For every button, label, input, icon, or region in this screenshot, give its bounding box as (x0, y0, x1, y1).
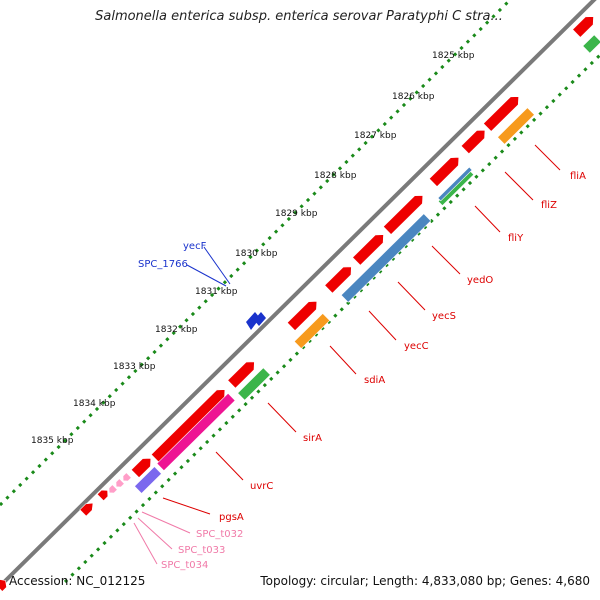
cog-pgsa (134, 466, 162, 494)
gene-label-fliy: fliY (508, 233, 524, 244)
trna-spc-t033 (115, 478, 125, 488)
leader-spc-t033 (137, 517, 173, 550)
gene-yecc (324, 266, 352, 294)
trna-spc-t034 (122, 472, 132, 482)
accession-text: Accession: NC_012125 (9, 574, 146, 588)
gene-labels: fliA fliZ fliY yedO yecS yecC sdiA sirA uvrC pgsA… (138, 171, 586, 571)
gene-label-sira: sirA (303, 433, 322, 444)
gene-label-sdia: sdiA (364, 375, 385, 386)
gene-label-yedo: yedO (467, 275, 493, 286)
dotted-rings (0, 0, 600, 584)
leader-fliz (504, 171, 534, 201)
gene-label-spc-1766: SPC_1766 (138, 259, 188, 270)
leader-spc-1766 (186, 264, 227, 287)
cog-top-right (582, 34, 600, 54)
gene-top-right (572, 16, 594, 38)
gene-label-spc-t034: SPC_t034 (161, 560, 208, 571)
leader-spc-t032 (141, 511, 191, 534)
cog-fliy-blue (437, 166, 473, 202)
gene-label-spc-t033: SPC_t033 (178, 545, 225, 556)
cog-yeds-yecc (340, 213, 432, 303)
gene-uvrc (150, 389, 226, 463)
tick-label-1830-kbp: 1830 kbp (235, 249, 278, 259)
topology-summary: Topology: circular; Length: 4,833,080 bp… (260, 574, 590, 588)
tick-label-1835-kbp: 1835 kbp (31, 436, 74, 446)
gene-yedo (382, 195, 424, 235)
tick-label-1833-kbp: 1833 kbp (113, 362, 156, 372)
gene-label-fliz: fliZ (541, 200, 557, 211)
map-title: Salmonella enterica subsp. enterica sero… (95, 9, 503, 24)
gene-yecf-spc1766 (246, 312, 266, 330)
tick-label-1826-kbp: 1826 kbp (392, 92, 435, 102)
gene-track (0, 16, 600, 592)
gene-bottom-left (0, 579, 7, 592)
trna-spc-t032 (108, 484, 118, 494)
cog-flia (497, 107, 535, 145)
gene-label-spc-t032: SPC_t032 (196, 529, 243, 540)
gene-small-1 (79, 502, 94, 517)
tick-label-1827-kbp: 1827 kbp (354, 131, 397, 141)
leader-flia (534, 144, 561, 171)
scale-ticks: 1825 kbp 1826 kbp 1827 kbp 1828 kbp 1829 kbp… (31, 51, 475, 446)
gene-small-2 (96, 489, 109, 502)
tick-label-1831-kbp: 1831 kbp (195, 287, 238, 297)
leader-yecs (397, 281, 426, 311)
gene-pgsa (130, 457, 152, 479)
backbone (0, 0, 597, 588)
gene-fliz (460, 129, 486, 155)
leader-yecf (203, 246, 231, 285)
gene-label-yecf: yecF (183, 241, 207, 252)
leader-sdia (329, 345, 357, 375)
gene-sira (227, 361, 255, 389)
label-leaders (133, 144, 561, 565)
tick-label-1828-kbp: 1828 kbp (314, 171, 357, 181)
gene-flia (483, 96, 519, 132)
gene-sdia (286, 301, 318, 331)
gene-label-flia: fliA (570, 171, 586, 182)
leader-pgsa (162, 497, 211, 515)
gene-fliy (428, 157, 460, 187)
cog-uvrc (156, 392, 236, 472)
tick-label-1829-kbp: 1829 kbp (275, 209, 318, 219)
gene-label-yecc: yecC (404, 341, 429, 352)
leader-fliy (474, 205, 501, 233)
gene-yecs (352, 234, 384, 266)
gene-label-uvrc: uvrC (250, 481, 273, 492)
gene-label-yecs: yecS (432, 311, 456, 322)
leader-yedo (431, 245, 461, 275)
tick-label-1825-kbp: 1825 kbp (432, 51, 475, 61)
leader-spc-t034 (133, 522, 158, 565)
leader-sira (267, 402, 297, 433)
tick-label-1834-kbp: 1834 kbp (73, 399, 116, 409)
tick-label-1832-kbp: 1832 kbp (155, 325, 198, 335)
leader-yecc (368, 310, 397, 341)
cog-sdia (293, 312, 331, 350)
cog-sira-green (237, 367, 271, 401)
leader-uvrc (215, 451, 244, 481)
gene-label-pgsa: pgsA (219, 512, 244, 523)
